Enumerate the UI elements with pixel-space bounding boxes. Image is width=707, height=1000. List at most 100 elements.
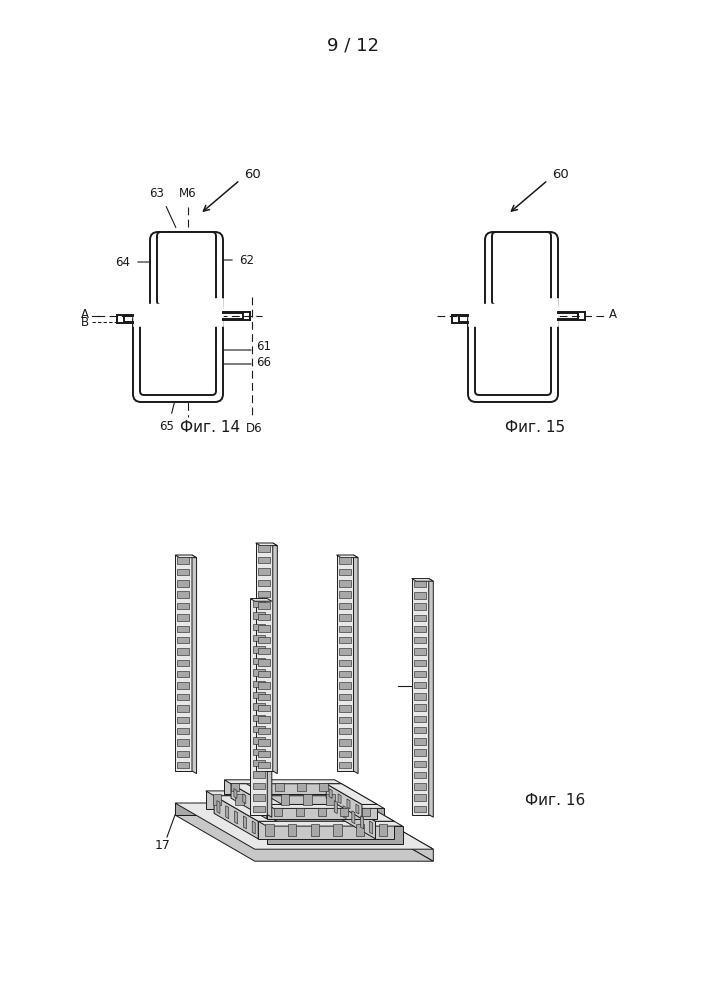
Polygon shape — [411, 579, 433, 581]
Polygon shape — [354, 555, 358, 774]
Polygon shape — [177, 626, 189, 632]
Polygon shape — [414, 648, 426, 655]
FancyBboxPatch shape — [492, 232, 551, 305]
FancyBboxPatch shape — [475, 312, 551, 395]
Polygon shape — [356, 824, 364, 836]
Polygon shape — [258, 637, 270, 643]
Polygon shape — [177, 660, 189, 666]
Polygon shape — [414, 738, 426, 745]
Text: 60: 60 — [552, 167, 568, 180]
Text: 65: 65 — [160, 420, 175, 433]
Polygon shape — [339, 762, 351, 768]
Polygon shape — [258, 580, 270, 586]
Text: 66: 66 — [256, 356, 271, 368]
Polygon shape — [258, 659, 270, 666]
Polygon shape — [339, 682, 351, 689]
Polygon shape — [339, 580, 351, 587]
Polygon shape — [414, 772, 426, 778]
Polygon shape — [267, 826, 402, 844]
Polygon shape — [414, 671, 426, 677]
Polygon shape — [258, 614, 270, 620]
Polygon shape — [281, 794, 289, 805]
Text: 60: 60 — [374, 824, 390, 838]
FancyBboxPatch shape — [157, 232, 216, 305]
Polygon shape — [320, 783, 328, 791]
Polygon shape — [339, 717, 351, 723]
Polygon shape — [339, 648, 351, 655]
Polygon shape — [243, 816, 247, 829]
Polygon shape — [258, 625, 270, 632]
Polygon shape — [252, 681, 264, 687]
Polygon shape — [252, 624, 264, 630]
Polygon shape — [362, 808, 370, 816]
Polygon shape — [310, 824, 319, 836]
Text: A: A — [609, 308, 617, 322]
Polygon shape — [267, 599, 271, 817]
Polygon shape — [252, 715, 264, 721]
FancyBboxPatch shape — [468, 312, 558, 402]
Text: 61: 61 — [301, 826, 317, 839]
Polygon shape — [258, 739, 270, 746]
Polygon shape — [332, 796, 375, 839]
Polygon shape — [175, 803, 433, 849]
Text: 15: 15 — [262, 793, 278, 806]
Polygon shape — [317, 808, 326, 816]
Polygon shape — [246, 784, 282, 819]
Text: Фиг. 15: Фиг. 15 — [505, 420, 565, 435]
Polygon shape — [252, 726, 264, 732]
Polygon shape — [339, 705, 351, 712]
Polygon shape — [177, 728, 189, 734]
Polygon shape — [428, 579, 433, 817]
Polygon shape — [258, 648, 270, 654]
Polygon shape — [352, 811, 355, 824]
Polygon shape — [296, 808, 304, 816]
Polygon shape — [414, 749, 426, 756]
Polygon shape — [356, 804, 359, 814]
Polygon shape — [326, 794, 334, 805]
Polygon shape — [411, 579, 428, 815]
Text: 10: 10 — [418, 680, 433, 693]
Polygon shape — [258, 821, 402, 826]
Text: 63: 63 — [150, 187, 165, 200]
Text: 61: 61 — [256, 340, 271, 354]
Text: B: B — [81, 316, 89, 328]
Polygon shape — [252, 635, 264, 641]
Polygon shape — [192, 555, 197, 774]
Polygon shape — [258, 762, 270, 768]
Polygon shape — [213, 794, 221, 805]
Polygon shape — [414, 704, 426, 711]
Polygon shape — [258, 705, 270, 711]
Polygon shape — [339, 728, 351, 734]
Polygon shape — [414, 637, 426, 643]
Polygon shape — [231, 784, 282, 804]
Polygon shape — [177, 648, 189, 655]
Polygon shape — [329, 789, 332, 798]
Polygon shape — [258, 821, 395, 839]
Polygon shape — [231, 783, 240, 791]
Text: D6: D6 — [246, 422, 262, 435]
Polygon shape — [177, 762, 189, 768]
Polygon shape — [252, 821, 255, 834]
Polygon shape — [275, 783, 284, 791]
Polygon shape — [354, 803, 433, 861]
Polygon shape — [339, 637, 351, 643]
Polygon shape — [177, 637, 189, 643]
Polygon shape — [267, 804, 384, 808]
Polygon shape — [339, 569, 351, 575]
Polygon shape — [339, 614, 351, 621]
Polygon shape — [177, 751, 189, 757]
Polygon shape — [339, 751, 351, 757]
Polygon shape — [258, 794, 267, 805]
Polygon shape — [206, 791, 350, 796]
Polygon shape — [414, 716, 426, 722]
Polygon shape — [252, 799, 255, 809]
Polygon shape — [252, 794, 264, 801]
Polygon shape — [177, 717, 189, 723]
Polygon shape — [233, 796, 277, 839]
Polygon shape — [177, 671, 189, 677]
Polygon shape — [175, 803, 354, 815]
Polygon shape — [414, 615, 426, 621]
Polygon shape — [258, 728, 270, 734]
Polygon shape — [326, 784, 378, 804]
Polygon shape — [231, 784, 341, 798]
